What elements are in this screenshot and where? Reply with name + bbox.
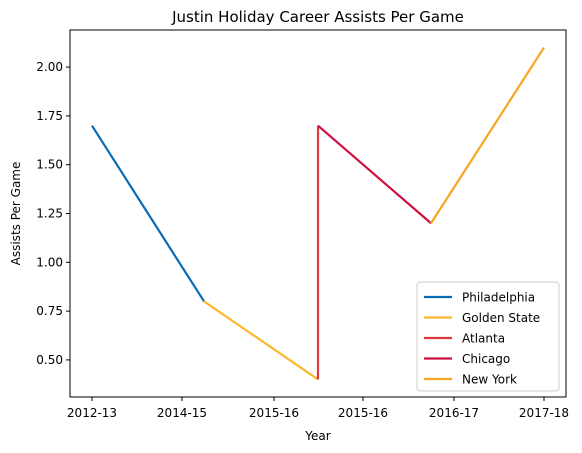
x-tick-label: 2012-13 xyxy=(67,406,117,420)
x-tick-label: 2015-16 xyxy=(249,406,299,420)
legend: Philadelphia Golden State Atlanta Chicago Ne… xyxy=(417,282,559,391)
legend-label-philadelphia: Philadelphia xyxy=(462,291,535,305)
legend-label-atlanta: Atlanta xyxy=(462,332,505,346)
y-tick-label: 1.75 xyxy=(36,109,63,123)
series-line-philadelphia xyxy=(92,126,204,302)
y-tick-label: 1.00 xyxy=(36,255,63,269)
y-tick-label: 0.50 xyxy=(36,353,63,367)
legend-label-chicago: Chicago xyxy=(462,352,510,366)
y-axis-label: Assists Per Game xyxy=(9,162,23,266)
x-tick-label: 2016-17 xyxy=(429,406,479,420)
y-tick-label: 1.50 xyxy=(36,158,63,172)
x-tick-label: 2014-15 xyxy=(157,406,207,420)
x-tick-label: 2017-18 xyxy=(519,406,569,420)
y-tick-label: 1.25 xyxy=(36,207,63,221)
x-axis: 2012-13 2014-15 2015-16 2015-16 2016-17 2017-… xyxy=(67,397,569,420)
chart-title: Justin Holiday Career Assists Per Game xyxy=(171,8,464,26)
series-line-golden-state xyxy=(204,301,318,379)
legend-label-golden-state: Golden State xyxy=(462,311,540,325)
series-line-chicago xyxy=(318,126,431,224)
x-axis-label: Year xyxy=(304,429,330,443)
legend-label-new-york: New York xyxy=(462,373,517,387)
x-tick-label: 2015-16 xyxy=(338,406,388,420)
y-tick-label: 2.00 xyxy=(36,60,63,74)
series-line-new-york xyxy=(431,48,544,224)
y-tick-label: 0.75 xyxy=(36,304,63,318)
y-axis: 0.50 0.75 1.00 1.25 1.50 1.75 2.00 xyxy=(36,60,70,367)
